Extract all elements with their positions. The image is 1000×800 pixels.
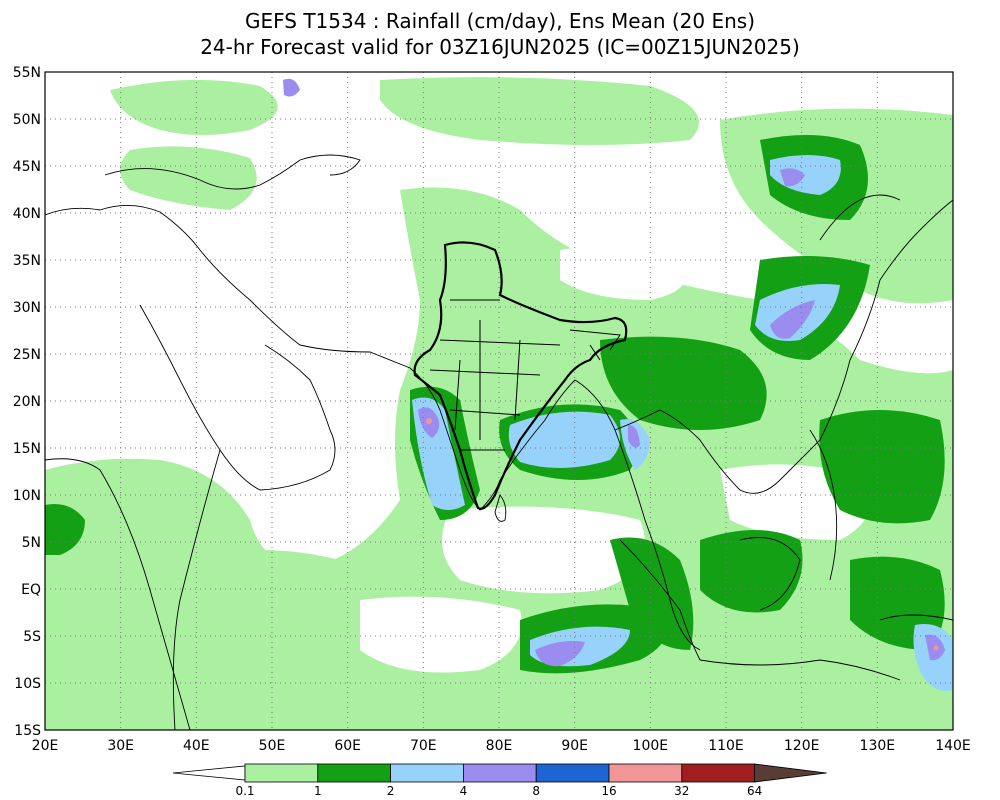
colorbar-swatch xyxy=(390,763,464,783)
dry-zones xyxy=(132,228,872,673)
colorbar-swatches xyxy=(244,763,827,783)
latitude-tick-labels: 55N 50N 45N 40N 35N 30N 25N 20N 15N 10N 5N EQ 5S 10S 1… xyxy=(13,65,41,739)
colorbar-low-arrow xyxy=(172,765,246,781)
colorbar-swatch xyxy=(244,763,319,783)
india-outline xyxy=(413,241,628,510)
lon-tick-label: 40E xyxy=(183,738,210,754)
lat-tick-label: 5S xyxy=(23,629,41,645)
colorbar-label: 16 xyxy=(601,784,616,798)
lat-tick-label: 30N xyxy=(13,300,41,316)
colorbar-label: 8 xyxy=(532,784,540,798)
map-frame xyxy=(44,71,954,731)
lat-tick-label: 10N xyxy=(13,488,41,504)
title-line-2: 24-hr Forecast valid for 03Z16JUN2025 (I… xyxy=(200,35,800,59)
lat-tick-label: 10S xyxy=(14,676,41,692)
lat-tick-label: 40N xyxy=(13,206,41,222)
colorbar-label: 64 xyxy=(747,784,762,798)
lon-tick-label: 110E xyxy=(708,738,744,754)
colorbar-label: 2 xyxy=(387,784,395,798)
colorbar-swatch xyxy=(462,763,537,783)
lat-tick-label: 5N xyxy=(22,535,41,551)
lon-tick-label: 80E xyxy=(486,738,513,754)
colorbar-swatch xyxy=(317,763,391,783)
lon-tick-label: 90E xyxy=(561,738,588,754)
lon-tick-label: 70E xyxy=(410,738,437,754)
colorbar-label: 32 xyxy=(674,784,689,798)
lat-tick-label: 25N xyxy=(13,347,41,363)
lat-tick-label: EQ xyxy=(21,582,41,598)
longitude-tick-labels: 20E 30E 40E 50E 60E 70E 80E 90E 100E 110E 120E 130E… xyxy=(32,738,971,754)
lon-tick-label: 100E xyxy=(633,738,669,754)
lon-tick-label: 130E xyxy=(860,738,896,754)
colorbar-swatch xyxy=(608,763,683,783)
coastlines xyxy=(45,154,953,730)
lon-tick-label: 120E xyxy=(784,738,820,754)
colorbar-swatch xyxy=(681,763,755,783)
colorbar-swatch xyxy=(535,763,610,783)
lon-tick-label: 50E xyxy=(259,738,286,754)
rain-band-16-32 xyxy=(426,418,939,651)
lon-tick-label: 60E xyxy=(334,738,361,754)
lat-tick-label: 15N xyxy=(13,441,41,457)
lat-tick-label: 20N xyxy=(13,394,41,410)
colorbar-labels: 0.1 1 2 4 8 16 32 64 xyxy=(235,784,762,798)
colorbar-label: 4 xyxy=(460,784,468,798)
colorbar-label: 1 xyxy=(314,784,322,798)
colorbar-high-arrow xyxy=(754,763,827,783)
lat-tick-label: 55N xyxy=(13,65,41,81)
lat-tick-label: 15S xyxy=(14,723,41,739)
rainfall-fields xyxy=(45,77,953,730)
lat-tick-label: 45N xyxy=(13,159,41,175)
lon-tick-label: 30E xyxy=(107,738,134,754)
title-line-1: GEFS T1534 : Rainfall (cm/day), Ens Mean… xyxy=(245,9,755,33)
lon-tick-label: 140E xyxy=(935,738,971,754)
colorbar: 0.1 1 2 4 8 16 32 64 xyxy=(172,763,827,798)
lat-tick-label: 50N xyxy=(13,112,41,128)
lon-tick-label: 20E xyxy=(32,738,59,754)
rain-band-4-8 xyxy=(283,78,945,667)
colorbar-label: 0.1 xyxy=(235,784,254,798)
map-panel xyxy=(44,71,954,731)
lat-tick-label: 35N xyxy=(13,253,41,269)
